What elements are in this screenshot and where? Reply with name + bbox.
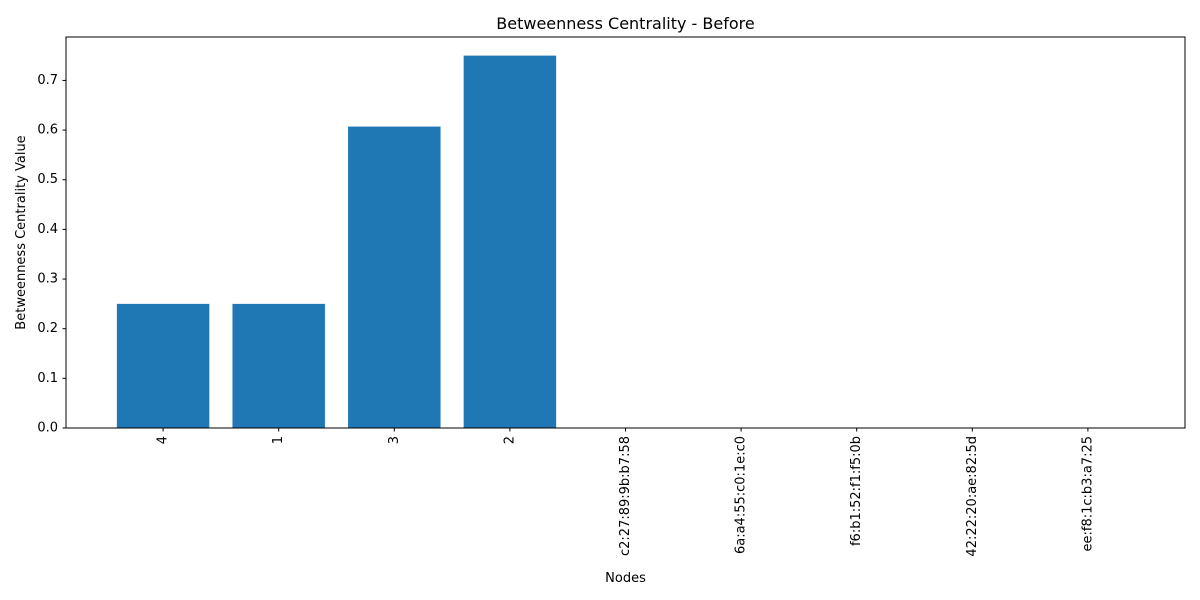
y-tick-label: 0.6 (37, 123, 58, 138)
chart-title: Betweenness Centrality - Before (496, 14, 754, 33)
x-tick-label: 6a:a4:55:c0:1e:c0 (734, 436, 749, 554)
x-tick-label: 4 (156, 436, 171, 444)
bar-1 (232, 303, 325, 428)
y-tick-label: 0.2 (37, 321, 58, 336)
y-axis-ticks: 0.0 0.1 0.2 0.3 0.4 0.5 0.6 0.7 (37, 73, 66, 436)
y-tick-label: 0.7 (37, 73, 58, 88)
y-tick-label: 0.0 (37, 421, 58, 436)
x-tick-label: c2:27:89:9b:b7:58 (618, 436, 633, 556)
x-tick-label: f6:b1:52:f1:f5:0b (849, 436, 864, 546)
x-axis-label: Nodes (605, 571, 646, 586)
x-tick-label: 2 (502, 436, 517, 444)
x-tick-label: 42:22:20:ae:82:5d (965, 436, 980, 557)
x-tick-label: ee:f8:1c:b3:a7:25 (1080, 436, 1095, 551)
x-axis-ticks: 4 1 3 2 c2:27:89:9b:b7:58 6a:a4:55:c0:1e:c0 f6… (156, 428, 1095, 557)
y-tick-label: 0.3 (37, 272, 58, 287)
x-tick-label: 1 (271, 436, 286, 444)
y-axis-label: Betweenness Centrality Value (14, 135, 29, 329)
bars-layer (116, 55, 557, 429)
axes-frame (65, 36, 1186, 429)
bar-0 (116, 303, 210, 428)
x-tick-label: 3 (387, 436, 402, 444)
bar-3 (463, 55, 557, 429)
y-tick-label: 0.1 (37, 371, 58, 386)
bar-2 (348, 126, 441, 428)
y-tick-label: 0.5 (37, 172, 58, 187)
y-tick-label: 0.4 (37, 222, 58, 237)
